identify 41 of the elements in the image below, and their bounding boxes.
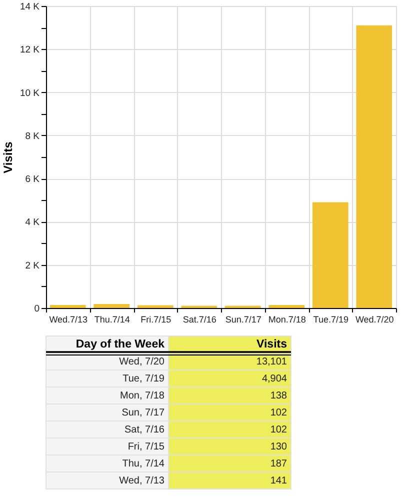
text: Day of the Week (76, 338, 166, 350)
text: Wed, 7/20 (119, 356, 165, 368)
text: Tue, 7/19 (122, 374, 165, 384)
text: 102 (270, 424, 288, 436)
y-tick-label: 12 K (20, 44, 40, 56)
text: 13,101 (256, 356, 288, 368)
text: 138 (270, 390, 288, 402)
y-tick-label: 4 K (25, 217, 40, 228)
text: Sat, 7/16 (124, 424, 165, 436)
text: 141 (270, 476, 288, 486)
text: 102 (270, 408, 288, 418)
bar (94, 304, 130, 308)
text: Fri, 7/15 (128, 442, 165, 452)
bar (356, 25, 392, 308)
x-tick-label: Wed.7/13 (49, 314, 88, 324)
text: 4,904 (262, 374, 288, 384)
text: Wed, 7/13 (119, 476, 165, 486)
bar (312, 202, 348, 308)
text: Thu, 7/14 (122, 458, 165, 470)
text: Visits (256, 338, 287, 350)
y-tick-label: 2 K (25, 260, 40, 272)
x-tick-label: Sat.7/16 (182, 314, 216, 324)
x-tick-label: Mon.7/18 (268, 314, 306, 324)
y-tick-label: 8 K (25, 130, 40, 142)
y-tick-label: 6 K (25, 174, 40, 186)
y-tick-label: 10 K (20, 88, 40, 99)
text: Sun, 7/17 (122, 408, 165, 418)
y-tick-label: 0 (34, 304, 40, 314)
y-axis-title: Visits (0, 141, 15, 174)
bar (137, 305, 174, 308)
text: 187 (270, 458, 288, 470)
x-tick-label: Sun.7/17 (225, 314, 262, 324)
x-tick-label: Tue.7/19 (313, 314, 348, 324)
text: Mon, 7/18 (120, 390, 165, 402)
bar (50, 304, 86, 308)
y-tick-label: 14 K (20, 2, 40, 12)
x-tick-label: Thu.7/14 (94, 314, 130, 324)
x-tick-label: Fri.7/15 (140, 314, 172, 324)
x-tick-label: Wed.7/20 (355, 314, 394, 324)
text: 130 (270, 442, 288, 452)
bar (268, 305, 305, 308)
